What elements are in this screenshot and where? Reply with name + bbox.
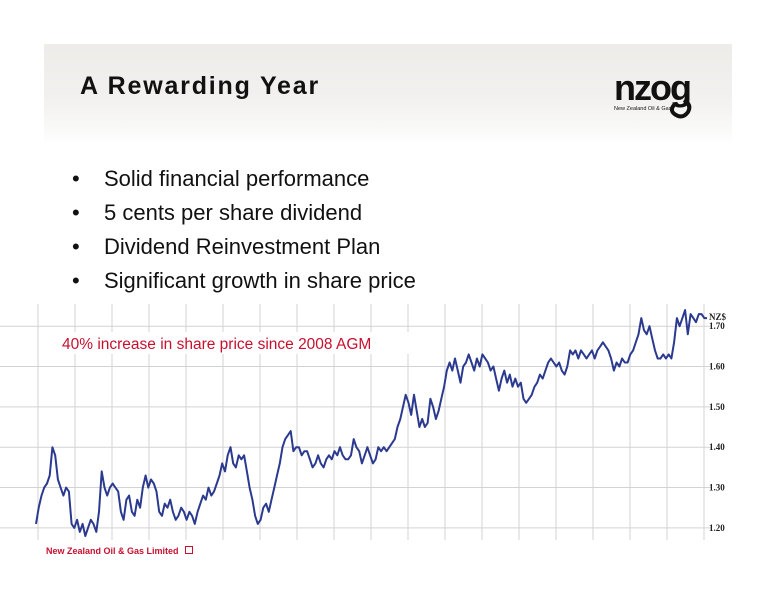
- header-band: [44, 44, 732, 144]
- bullet-text: 5 cents per share dividend: [104, 200, 363, 225]
- y-tick-label: 1.40: [709, 442, 725, 452]
- bullet-list: • Solid financial performance • 5 cents pe…: [72, 162, 416, 298]
- share-price-line: [35, 309, 707, 537]
- y-tick-label: 1.70: [709, 321, 725, 331]
- bullet-marker: •: [72, 234, 80, 259]
- bullet-marker: •: [72, 268, 80, 293]
- bullet-item: • Significant growth in share price: [72, 264, 416, 298]
- footer-box-icon: [184, 546, 193, 554]
- annotation-backdrop: [58, 332, 415, 354]
- bullet-marker: •: [72, 200, 80, 225]
- bullet-marker: •: [72, 166, 80, 191]
- nzog-logo: nzog New Zealand Oil & Gas: [614, 67, 692, 119]
- bullet-item: • Solid financial performance: [72, 162, 416, 196]
- y-tick-label: 1.50: [709, 402, 725, 412]
- y-tick-label: 1.30: [709, 483, 725, 493]
- bullet-text: Dividend Reinvestment Plan: [104, 234, 381, 259]
- chart-svg: 1.20 1.30 1.40 1.50 1.60 1.70 NZ$ 40% increas…: [0, 304, 727, 540]
- logo-swoosh: [669, 98, 692, 119]
- bullet-item: • Dividend Reinvestment Plan: [72, 230, 416, 264]
- chart-annotation: 40% increase in share price since 2008 A…: [62, 336, 371, 353]
- bullet-text: Solid financial performance: [104, 166, 370, 191]
- y-tick-label: 1.60: [709, 362, 725, 372]
- y-tick-labels: 1.20 1.30 1.40 1.50 1.60 1.70: [709, 321, 725, 533]
- bullet-text: Significant growth in share price: [104, 268, 416, 293]
- bullet-item: • 5 cents per share dividend: [72, 196, 416, 230]
- horizontal-gridlines: [0, 325, 712, 529]
- share-price-chart: 1.20 1.30 1.40 1.50 1.60 1.70 NZ$ 40% increas…: [0, 300, 776, 546]
- slide-title: A Rewarding Year: [80, 72, 320, 100]
- unit-label: NZ$: [709, 312, 727, 322]
- footer: New Zealand Oil & Gas Limited: [46, 546, 193, 556]
- logo-subtext: New Zealand Oil & Gas: [614, 106, 672, 112]
- y-tick-label: 1.20: [709, 523, 725, 533]
- footer-company-name: New Zealand Oil & Gas Limited: [46, 546, 179, 556]
- logo-wordmark: nzog: [614, 67, 690, 108]
